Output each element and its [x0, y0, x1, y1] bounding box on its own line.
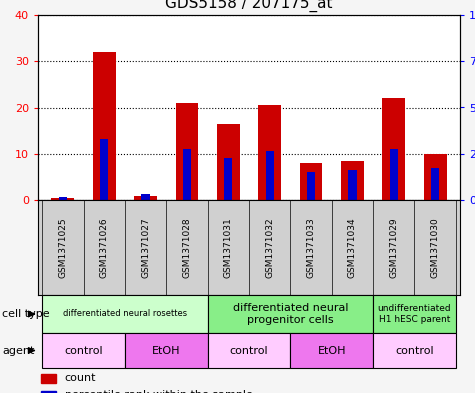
Bar — [134, 196, 157, 200]
Bar — [93, 52, 115, 200]
Text: percentile rank within the sample: percentile rank within the sample — [65, 389, 252, 393]
Bar — [125, 333, 208, 368]
Bar — [41, 374, 56, 383]
Bar — [341, 161, 364, 200]
Bar — [142, 195, 150, 200]
Bar — [183, 149, 191, 200]
Bar — [176, 103, 199, 200]
Bar — [290, 333, 373, 368]
Bar — [217, 124, 240, 200]
Title: GDS5158 / 207175_at: GDS5158 / 207175_at — [165, 0, 333, 12]
Bar — [307, 172, 315, 200]
Bar — [41, 391, 56, 393]
Bar — [390, 149, 398, 200]
Text: control: control — [395, 345, 434, 356]
Text: GSM1371034: GSM1371034 — [348, 217, 357, 278]
Bar — [224, 158, 232, 200]
Text: count: count — [65, 373, 96, 383]
Text: cell type: cell type — [2, 309, 50, 319]
Bar — [300, 163, 323, 200]
Text: EtOH: EtOH — [317, 345, 346, 356]
Bar — [258, 105, 281, 200]
Text: differentiated neural rosettes: differentiated neural rosettes — [63, 310, 187, 318]
Text: GSM1371027: GSM1371027 — [141, 217, 150, 278]
Text: differentiated neural
progenitor cells: differentiated neural progenitor cells — [233, 303, 348, 325]
Text: control: control — [64, 345, 103, 356]
Text: GSM1371025: GSM1371025 — [58, 217, 67, 278]
Bar — [373, 295, 456, 333]
Text: GSM1371029: GSM1371029 — [390, 217, 399, 278]
Text: GSM1371028: GSM1371028 — [182, 217, 191, 278]
Text: EtOH: EtOH — [152, 345, 180, 356]
Bar — [424, 154, 446, 200]
Bar — [59, 197, 67, 200]
Text: agent: agent — [2, 345, 35, 356]
Bar — [208, 295, 373, 333]
Bar — [42, 295, 208, 333]
Bar — [382, 98, 405, 200]
Bar — [431, 168, 439, 200]
Text: undifferentiated
H1 hESC parent: undifferentiated H1 hESC parent — [378, 304, 451, 324]
Bar — [373, 333, 456, 368]
Text: control: control — [230, 345, 268, 356]
Bar — [42, 333, 125, 368]
Text: GSM1371030: GSM1371030 — [431, 217, 440, 278]
Bar — [51, 198, 74, 200]
Bar — [266, 151, 274, 200]
Bar — [208, 333, 290, 368]
Bar — [348, 171, 357, 200]
Text: GSM1371032: GSM1371032 — [265, 217, 274, 278]
Bar — [100, 139, 108, 200]
Text: GSM1371033: GSM1371033 — [306, 217, 315, 278]
Text: GSM1371026: GSM1371026 — [100, 217, 109, 278]
Text: GSM1371031: GSM1371031 — [224, 217, 233, 278]
